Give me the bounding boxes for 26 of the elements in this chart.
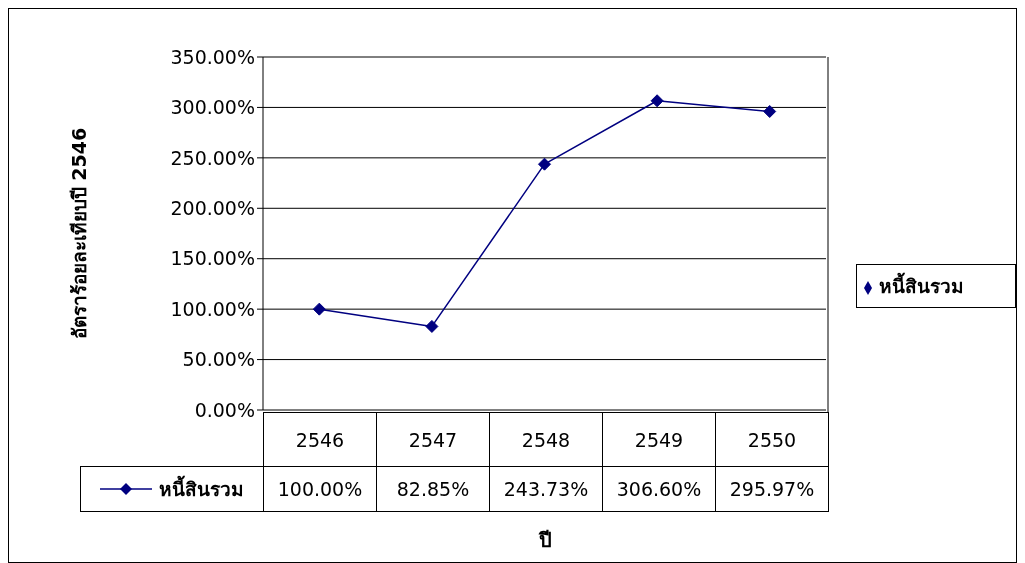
x-tick-label: 2550	[715, 412, 829, 467]
data-label: 306.60%	[602, 466, 716, 512]
y-tick-label: 200.00%	[170, 197, 255, 220]
data-label: 243.73%	[489, 466, 603, 512]
y-tick-label: 50.00%	[182, 348, 255, 371]
y-tick-label: 150.00%	[170, 247, 255, 270]
point	[763, 104, 777, 118]
y-tick-label: 250.00%	[170, 146, 255, 169]
x-tick-label: 2547	[376, 412, 490, 467]
y-tick-label: 100.00%	[170, 297, 255, 320]
y-tick-label: 300.00%	[170, 96, 255, 119]
point	[650, 94, 664, 108]
data-label: 100.00%	[263, 466, 377, 512]
x-tick-label: 2549	[602, 412, 716, 467]
point	[538, 157, 551, 171]
x-tick-label: 2548	[489, 412, 603, 467]
data-label: 295.97%	[715, 466, 829, 512]
y-tick-label: 0.00%	[194, 398, 255, 421]
y-tick-label: 350.00%	[170, 45, 255, 68]
data-label: 82.85%	[376, 466, 490, 512]
point	[425, 319, 439, 333]
point	[312, 302, 326, 316]
legend-label: หนี้สินรวม	[879, 274, 964, 297]
x-tick-label: 2546	[263, 412, 377, 467]
y-axis-title: อัตราร้อยละเทียบปี 2546	[67, 127, 90, 340]
x-axis-title: ปี	[537, 527, 553, 554]
